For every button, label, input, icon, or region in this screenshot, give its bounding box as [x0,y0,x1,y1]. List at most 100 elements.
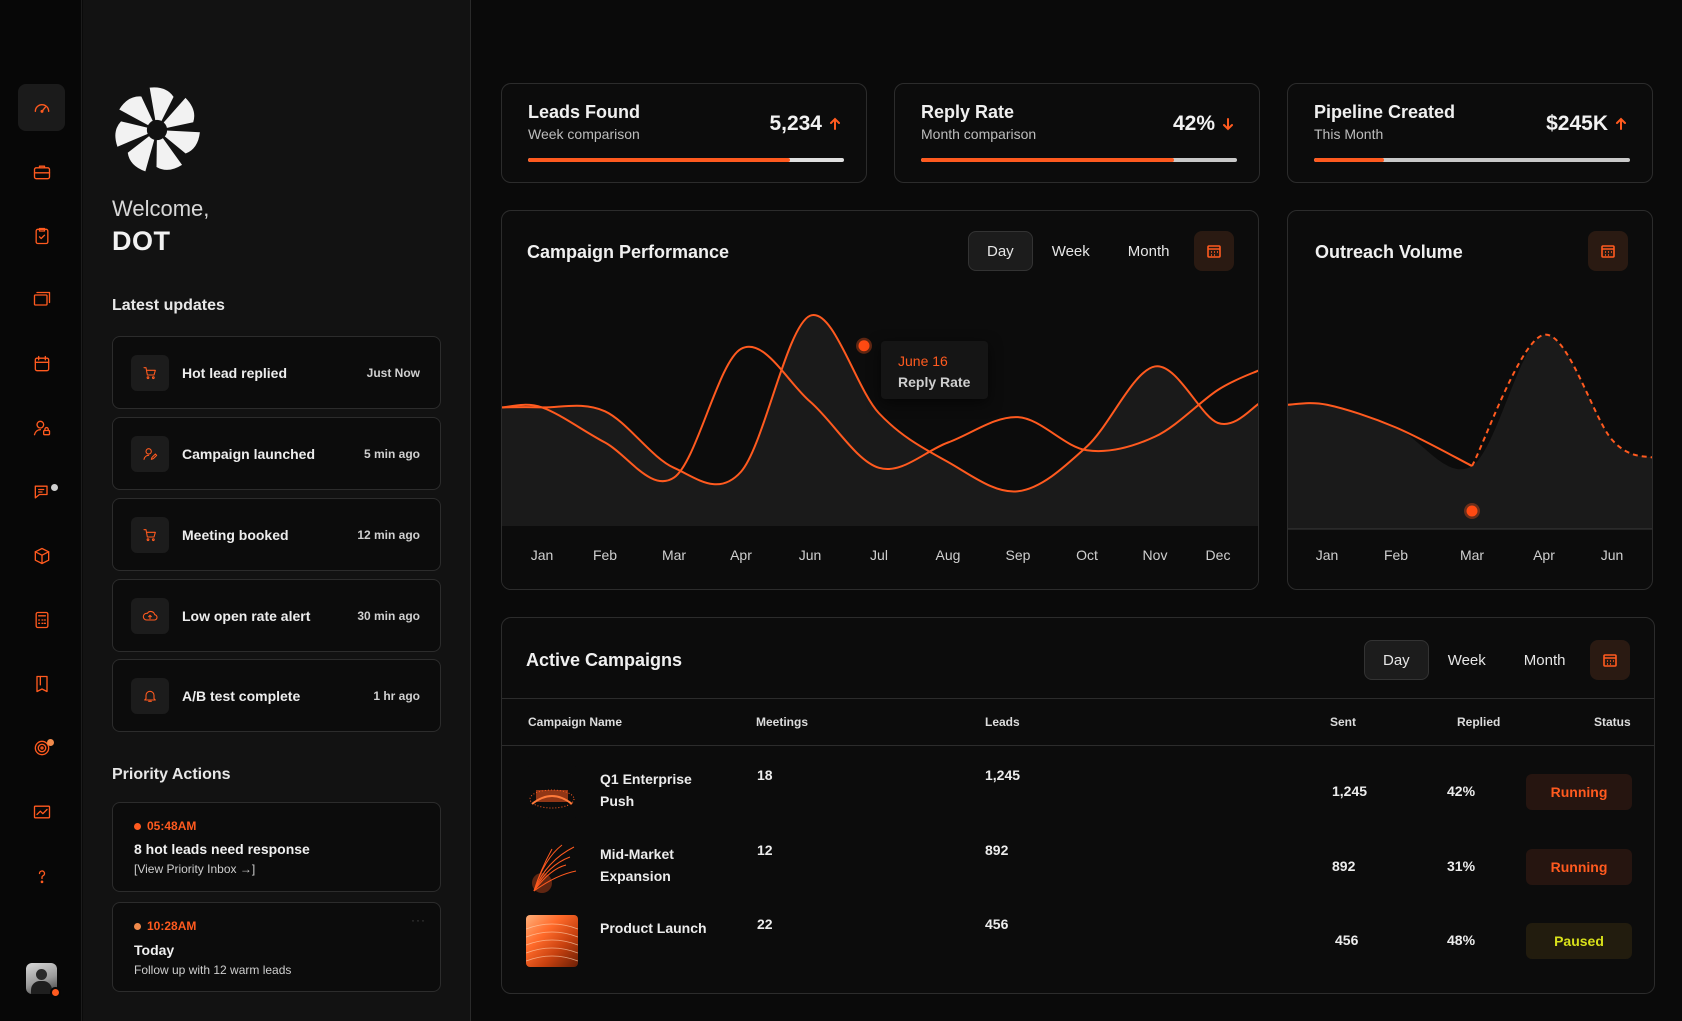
date-picker-button[interactable] [1194,231,1234,271]
kpi-subtitle: Month comparison [921,126,1037,142]
update-item[interactable]: Meeting booked 12 min ago [112,498,441,571]
kpi-subtitle: This Month [1314,126,1384,142]
rail-tasks[interactable] [18,212,65,259]
column-header-replied[interactable]: Replied [1457,715,1501,729]
kpi-title: Pipeline Created [1314,102,1456,122]
kpi-progress-track [1314,158,1630,162]
rail-analytics[interactable] [18,788,65,835]
user-name: DOT [112,226,171,256]
campaign-thumbnail [526,766,578,818]
table-row[interactable]: Mid-Market Expansion 12 892 892 31% Runn… [502,830,1654,904]
calculator-icon [35,611,48,628]
rail-calculator[interactable] [18,596,65,643]
status-badge: Running [1526,849,1632,885]
range-option-month[interactable]: Month [1127,242,1170,260]
more-options-icon[interactable]: ··· [411,913,426,927]
range-selector: Day Week Month [968,231,1188,271]
messages-notification-dot [51,484,58,491]
priority-item[interactable]: 05:48AM 8 hot leads need response [View … [112,802,441,892]
x-tick-label: Apr [1533,547,1555,563]
campaign-replied: 48% [1447,932,1476,948]
column-header-leads[interactable]: Leads [985,715,1020,729]
avatar-status-dot [50,987,61,998]
column-header-status[interactable]: Status [1594,715,1631,729]
priority-dot [134,822,141,830]
status-badge: Paused [1526,923,1632,959]
campaign-meetings: 12 [757,842,773,858]
campaign-leads: 456 [985,916,1009,932]
briefcase-icon [33,165,50,179]
user-lock-icon [33,420,50,435]
column-header-meetings[interactable]: Meetings [756,715,809,729]
update-item[interactable]: Campaign launched 5 min ago [112,417,441,490]
x-tick-label: Aug [936,547,961,563]
kpi-progress-fill [1314,158,1384,162]
range-option-month[interactable]: Month [1523,651,1566,669]
highlight-point[interactable] [858,340,870,352]
rail-products[interactable] [18,532,65,579]
icon-rail [0,0,82,1021]
chart-area-fill [502,315,1258,526]
range-option-week[interactable]: Week [1447,651,1486,669]
bell-icon [144,690,156,702]
view-priority-inbox-link[interactable]: [View Priority Inbox →] [134,862,256,876]
campaign-sent: 1,245 [1332,783,1368,799]
campaign-performance-card: Campaign Performance Day Week Month Jan F… [501,210,1259,590]
rail-dashboard[interactable] [18,84,65,131]
tooltip-metric: Reply Rate [898,374,971,390]
chart-axis-band [502,526,1258,589]
kpi-progress-fill [528,158,791,162]
update-label: Meeting booked [182,527,289,543]
kpi-progress-fill [921,158,1174,162]
rail-targets[interactable] [18,724,65,771]
kpi-pipeline-created: Pipeline Created This Month $245K [1287,83,1653,183]
x-tick-label: Mar [1460,547,1484,563]
highlight-point[interactable] [1466,505,1478,517]
card-title: Campaign Performance [527,242,730,262]
x-tick-label: Jan [1316,547,1339,563]
priority-title: 8 hot leads need response [134,841,310,857]
target-icon [34,740,49,755]
campaign-thumbnail [526,915,578,967]
rail-templates[interactable] [18,276,65,323]
help-icon [38,869,45,883]
update-item[interactable]: Low open rate alert 30 min ago [112,579,441,652]
range-option-week[interactable]: Week [1051,242,1090,260]
tooltip-date: June 16 [898,353,948,369]
date-picker-button[interactable] [1590,640,1630,680]
x-tick-label: Oct [1076,547,1098,563]
rail-messages[interactable] [18,468,65,515]
range-option-day[interactable]: Day [1364,640,1429,680]
campaign-replied: 31% [1447,858,1476,874]
rail-campaigns[interactable] [18,148,65,195]
priority-sub: Follow up with 12 warm leads [134,963,292,977]
x-tick-label: Feb [593,547,617,563]
campaign-sent: 456 [1335,932,1359,948]
x-tick-label: Dec [1206,547,1231,563]
column-header-sent[interactable]: Sent [1330,715,1357,729]
update-time: 12 min ago [357,528,420,542]
priority-item[interactable]: 10:28AM ··· Today Follow up with 12 warm… [112,902,441,992]
card-title: Outreach Volume [1315,242,1463,262]
kpi-value: 42% [1172,112,1215,135]
column-header-campaign-name[interactable]: Campaign Name [528,715,623,729]
kpi-leads-found: Leads Found Week comparison 5,234 [501,83,867,183]
rail-calendar[interactable] [18,340,65,387]
priority-title: Today [134,942,175,958]
table-row[interactable]: Product Launch 22 456 456 48% Paused [502,904,1654,978]
date-picker-button[interactable] [1588,231,1628,271]
rail-help[interactable] [18,852,65,899]
rail-playbooks[interactable] [18,660,65,707]
campaign-thumbnail [526,841,578,893]
range-option-day[interactable]: Day [968,231,1033,271]
update-item[interactable]: A/B test complete 1 hr ago [112,659,441,732]
arrow-up-icon [830,117,840,130]
kpi-reply-rate: Reply Rate Month comparison 42% [894,83,1260,183]
calendar-icon [1207,245,1221,258]
table-row[interactable]: Q1 Enterprise Push 18 1,245 1,245 42% Ru… [502,755,1654,829]
priority-dot [134,922,141,930]
chart-icon [33,805,50,818]
priority-time: 10:28AM [147,919,197,933]
rail-contacts[interactable] [18,404,65,451]
update-item[interactable]: Hot lead replied Just Now [112,336,441,409]
